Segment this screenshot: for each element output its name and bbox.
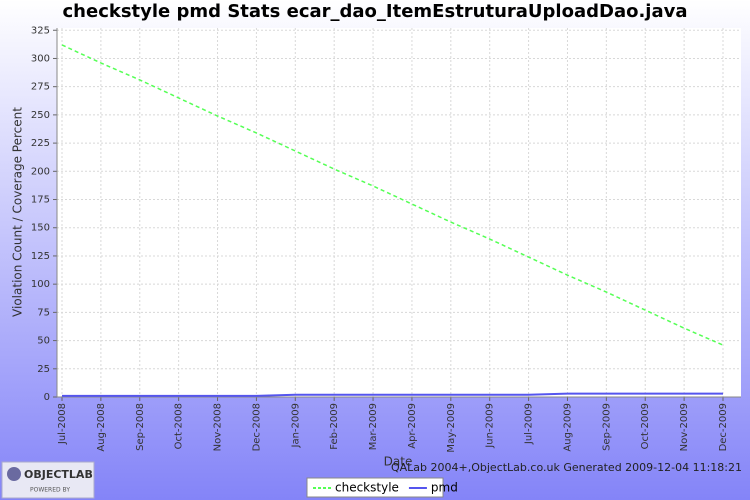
x-tick-label: Aug-2008	[96, 403, 107, 452]
x-tick-label: Oct-2009	[640, 403, 651, 449]
series-line	[62, 392, 723, 397]
y-tick-label: 25	[37, 364, 50, 375]
chart-title: checkstyle pmd Stats ecar_dao_ItemEstrut…	[63, 1, 688, 22]
legend-label: checkstyle	[335, 481, 399, 495]
logo-tagline: POWERED BY	[30, 487, 70, 494]
plot-area	[57, 28, 741, 397]
y-tick-label: 100	[31, 279, 50, 290]
x-axis-label: Date	[384, 455, 413, 469]
y-tick-label: 50	[37, 336, 50, 347]
x-tick-label: Aug-2009	[562, 403, 573, 452]
y-tick-label: 275	[31, 82, 50, 93]
y-tick-label: 150	[31, 223, 50, 234]
x-tick-label: Feb-2009	[329, 403, 340, 450]
y-tick-label: 250	[31, 110, 50, 121]
legend-label: pmd	[431, 481, 458, 495]
series-line	[61, 44, 724, 346]
x-tick-label: Jun-2009	[485, 403, 496, 449]
y-axis-label: Violation Count / Coverage Percent	[11, 107, 25, 317]
y-tick-label: 300	[31, 53, 50, 64]
x-tick-label: Jan-2009	[290, 403, 301, 448]
x-tick-label: Nov-2009	[679, 403, 690, 451]
y-tick-label: 75	[37, 307, 50, 318]
logo-name: OBJECTLAB	[24, 468, 93, 481]
x-tick-label: Jul-2009	[524, 403, 535, 445]
logo: OBJECTLAB POWERED BY	[1, 461, 95, 499]
legend: checkstyle pmd	[306, 477, 458, 498]
x-tick-label: Nov-2008	[213, 403, 224, 451]
y-tick-label: 175	[31, 195, 50, 206]
x-tick-label: Dec-2008	[251, 403, 262, 451]
y-tick-label: 125	[31, 251, 50, 262]
y-tick-label: 0	[44, 392, 50, 403]
x-tick-label: Sep-2009	[601, 403, 612, 451]
x-tick-label: Sep-2008	[135, 403, 146, 451]
x-tick-label: May-2009	[446, 403, 457, 453]
legend-box	[306, 477, 444, 498]
footer: QALab 2004+,ObjectLab.co.uk Generated 20…	[391, 461, 742, 474]
x-tick-label: Dec-2009	[718, 403, 729, 451]
x-tick-label: Mar-2009	[368, 403, 379, 450]
logo-icon	[7, 467, 21, 481]
y-tick-label: 325	[31, 25, 50, 36]
x-tick-label: Oct-2008	[174, 403, 185, 449]
x-tick-label: Jul-2008	[57, 403, 68, 445]
y-tick-label: 225	[31, 138, 50, 149]
y-tick-label: 200	[31, 166, 50, 177]
x-tick-label: Apr-2009	[407, 403, 418, 449]
